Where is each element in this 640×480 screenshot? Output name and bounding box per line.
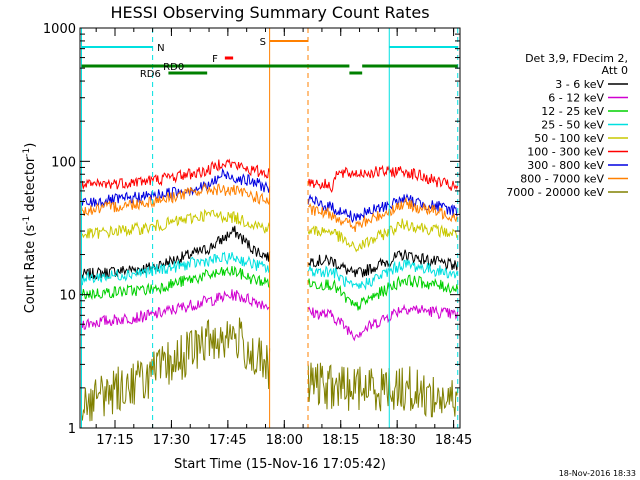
series-line-3 <box>81 251 459 291</box>
legend-label-3: 25 - 50 keV <box>541 119 604 132</box>
x-tick-label-6: 18:45 <box>435 433 472 448</box>
x-axis-label: Start Time (15-Nov-16 17:05:42) <box>174 457 386 472</box>
legend-label-6: 300 - 800 keV <box>527 159 604 172</box>
series-line-5 <box>81 158 459 194</box>
y-tick-label-1: 10 <box>59 289 76 304</box>
legend-label-1: 6 - 12 keV <box>548 92 604 105</box>
legend-label-8: 7000 - 20000 keV <box>506 186 604 199</box>
y-tick-label-3: 1000 <box>43 22 76 37</box>
x-tick-label-1: 17:30 <box>153 433 190 448</box>
annotation-label-rd6: RD6 <box>140 69 161 80</box>
legend-header-0: Det 3,9, FDecim 2, <box>525 52 628 65</box>
series-line-0 <box>81 225 459 280</box>
legend-label-7: 800 - 7000 keV <box>520 173 604 186</box>
legend-label-4: 50 - 100 keV <box>534 132 604 145</box>
series-line-4 <box>81 208 459 253</box>
series-line-2 <box>81 265 459 311</box>
x-tick-label-0: 17:15 <box>96 433 133 448</box>
data-layer <box>81 158 459 422</box>
plot-frame <box>79 27 461 429</box>
legend-label-0: 3 - 6 keV <box>555 78 604 91</box>
annotation-label-rd0: RD0 <box>163 62 184 73</box>
y-tick-label-2: 100 <box>51 155 76 170</box>
annotation-label-s: S <box>260 37 266 48</box>
series-line-8 <box>81 317 459 422</box>
legend-header-1: Att 0 <box>602 64 628 77</box>
axes: 17:15 17:30 17:45 18:00 18:15 18:30 18:45 1 10 10… <box>43 22 472 448</box>
series-line-1 <box>81 289 459 342</box>
chart-title: HESSI Observing Summary Count Rates <box>110 3 429 22</box>
y-axis-label: Count Rate (s-1 detector-1) <box>22 143 38 314</box>
x-tick-label-2: 17:45 <box>209 433 246 448</box>
x-tick-label-3: 18:00 <box>266 433 303 448</box>
legend-label-2: 12 - 25 keV <box>541 105 604 118</box>
x-tick-label-4: 18:15 <box>322 433 359 448</box>
annotation-label-n: N <box>157 43 164 54</box>
series-line-7 <box>81 182 459 232</box>
x-tick-label-5: 18:30 <box>378 433 415 448</box>
legend-label-5: 100 - 300 keV <box>527 146 604 159</box>
footer-date: 18-Nov-2016 18:33 <box>559 469 636 478</box>
y-tick-label-0: 1 <box>68 422 76 437</box>
annotation-label-f: F <box>212 54 218 65</box>
series-line-6 <box>81 167 458 224</box>
